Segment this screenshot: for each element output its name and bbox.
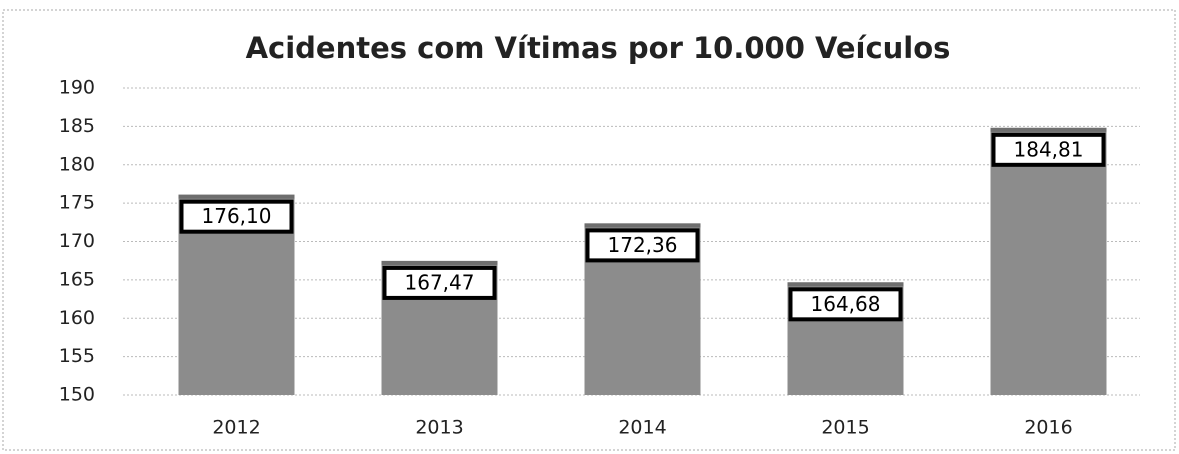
y-tick-label: 170 <box>59 230 95 252</box>
y-tick-label: 160 <box>59 307 95 329</box>
x-tick-label: 2012 <box>212 417 260 439</box>
y-tick-label: 185 <box>59 115 95 137</box>
y-tick-label: 150 <box>59 384 95 406</box>
value-label: 176,10 <box>202 204 272 228</box>
y-tick-label: 180 <box>59 153 95 175</box>
x-tick-label: 2015 <box>821 417 869 439</box>
value-label-box <box>179 199 294 234</box>
bar-top <box>787 282 904 287</box>
bar <box>990 127 1107 395</box>
bar-top <box>178 194 295 199</box>
value-label-box <box>585 228 700 263</box>
bar-top <box>584 223 701 228</box>
value-label: 172,36 <box>608 233 678 257</box>
value-label-box <box>788 287 903 322</box>
value-label: 184,81 <box>1014 137 1084 161</box>
value-label: 167,47 <box>405 270 475 294</box>
chart-title: Acidentes com Vítimas por 10.000 Veículo… <box>246 31 951 65</box>
y-tick-label: 190 <box>59 77 95 99</box>
y-tick-label: 165 <box>59 268 95 290</box>
value-label: 164,68 <box>811 292 881 316</box>
y-tick-label: 155 <box>59 345 95 367</box>
bar-top <box>381 260 498 265</box>
x-tick-label: 2016 <box>1024 417 1072 439</box>
value-label-box <box>382 265 497 300</box>
value-label-box <box>991 132 1106 167</box>
bar-top <box>990 127 1107 132</box>
x-tick-label: 2014 <box>618 417 666 439</box>
y-tick-label: 175 <box>59 192 95 214</box>
x-tick-label: 2013 <box>415 417 463 439</box>
